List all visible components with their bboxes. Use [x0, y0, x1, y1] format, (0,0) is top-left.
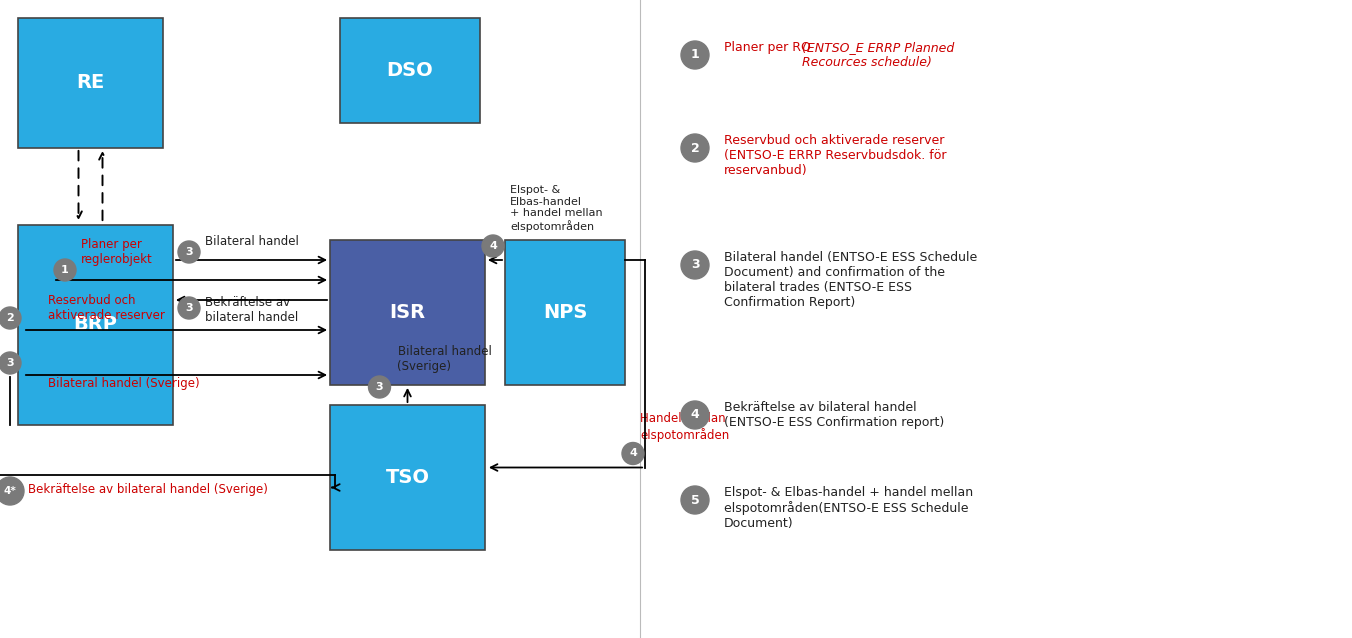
Text: Bilateral handel: Bilateral handel [206, 235, 299, 248]
FancyBboxPatch shape [330, 240, 485, 385]
Text: BRP: BRP [73, 316, 118, 334]
Text: 2: 2 [691, 142, 699, 154]
FancyBboxPatch shape [330, 405, 485, 550]
Text: Bilateral handel (Sverige): Bilateral handel (Sverige) [49, 377, 200, 390]
Circle shape [0, 477, 24, 505]
Text: 4: 4 [691, 408, 699, 422]
Text: 3: 3 [7, 358, 14, 368]
Circle shape [483, 235, 504, 257]
Text: 5: 5 [691, 494, 699, 507]
Text: 1: 1 [61, 265, 69, 275]
Text: Reservbud och aktiverade reserver
(ENTSO-E ERRP Reservbudsdok. för
reservanbud): Reservbud och aktiverade reserver (ENTSO… [725, 134, 946, 177]
Text: DSO: DSO [387, 61, 434, 80]
Text: Bilateral handel
(Sverige): Bilateral handel (Sverige) [397, 345, 491, 373]
Circle shape [681, 486, 708, 514]
Text: 4*: 4* [4, 486, 16, 496]
Circle shape [681, 134, 708, 162]
Text: 4: 4 [489, 241, 498, 251]
Text: Planer per RO: Planer per RO [725, 41, 815, 54]
Text: 3: 3 [185, 247, 193, 257]
Circle shape [0, 352, 22, 374]
Text: 3: 3 [185, 303, 193, 313]
Text: Elspot- &
Elbas-handel
+ handel mellan
elspotområden: Elspot- & Elbas-handel + handel mellan e… [510, 185, 603, 232]
Text: Planer per
reglerobjekt: Planer per reglerobjekt [81, 238, 153, 266]
Circle shape [0, 307, 22, 329]
Text: Bekräftelse av
bilateral handel: Bekräftelse av bilateral handel [206, 296, 299, 324]
Circle shape [178, 297, 200, 319]
Text: Handel mellan
elspotområden: Handel mellan elspotområden [639, 412, 729, 441]
FancyBboxPatch shape [506, 240, 625, 385]
Circle shape [681, 41, 708, 69]
FancyBboxPatch shape [18, 18, 164, 148]
FancyBboxPatch shape [339, 18, 480, 123]
Text: (ENTSO_E ERRP Planned
Recources schedule): (ENTSO_E ERRP Planned Recources schedule… [802, 41, 955, 69]
FancyBboxPatch shape [18, 225, 173, 425]
Text: TSO: TSO [385, 468, 430, 487]
Text: 1: 1 [691, 48, 699, 61]
Circle shape [622, 443, 644, 464]
Text: Bilateral handel (ENTSO-E ESS Schedule
Document) and confirmation of the
bilater: Bilateral handel (ENTSO-E ESS Schedule D… [725, 251, 977, 309]
Circle shape [54, 259, 76, 281]
Text: 4: 4 [629, 449, 637, 459]
Text: Bekräftelse av bilateral handel
(ENTSO-E ESS Confirmation report): Bekräftelse av bilateral handel (ENTSO-E… [725, 401, 944, 429]
Text: NPS: NPS [542, 303, 587, 322]
Text: ISR: ISR [389, 303, 426, 322]
Text: 3: 3 [376, 382, 384, 392]
Text: Elspot- & Elbas-handel + handel mellan
elspotområden(ENTSO-E ESS Schedule
Docume: Elspot- & Elbas-handel + handel mellan e… [725, 486, 973, 530]
Circle shape [681, 251, 708, 279]
Circle shape [681, 401, 708, 429]
Text: 3: 3 [691, 258, 699, 272]
Text: RE: RE [76, 73, 104, 93]
Circle shape [369, 376, 391, 398]
Text: Reservbud och
aktiverade reserver: Reservbud och aktiverade reserver [49, 294, 165, 322]
Text: 2: 2 [7, 313, 14, 323]
Circle shape [178, 241, 200, 263]
Text: Bekräftelse av bilateral handel (Sverige): Bekräftelse av bilateral handel (Sverige… [28, 482, 268, 496]
